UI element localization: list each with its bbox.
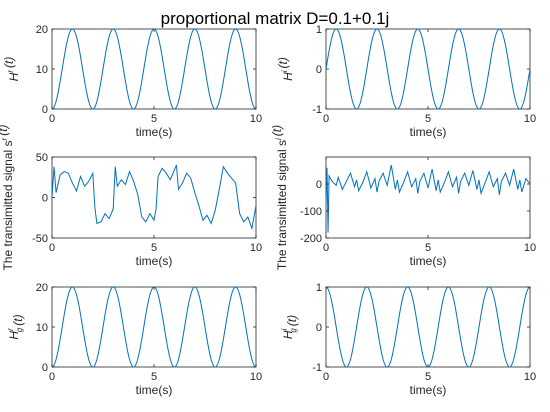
y-tick-label: 10: [36, 322, 48, 334]
x-tick-label: 5: [151, 242, 157, 254]
y-tick-label: 0: [42, 104, 48, 116]
subplot-si: 0 5 10 -200 -100 0 time(s) The transimitted sig…: [270, 125, 536, 270]
y-tick-label: 0: [42, 193, 48, 205]
y-axis-label: Hig(t): [280, 315, 299, 339]
y-tick-label: 50: [36, 152, 48, 164]
series-line-sr-0: [51, 164, 257, 231]
x-tick-label: 10: [524, 371, 536, 383]
y-axis-label: Hr(t): [2, 57, 21, 82]
y-tick-label: 1: [316, 282, 322, 294]
series-line-si-0: [325, 165, 531, 233]
y-tick-label: -1: [312, 362, 322, 374]
x-tick-label: 10: [250, 113, 262, 125]
x-axis-label: time(s): [136, 383, 173, 397]
x-tick-label: 10: [250, 371, 262, 383]
y-tick-label: 10: [36, 64, 48, 76]
x-tick-label: 5: [151, 113, 157, 125]
y-tick-label: 20: [36, 282, 48, 294]
x-tick-label: 10: [524, 242, 536, 254]
x-axis-label: time(s): [410, 125, 447, 139]
y-tick-label: 0: [316, 179, 322, 191]
figure-title: proportional matrix D=0.1+0.1j: [161, 9, 390, 28]
y-axis-label: Hrg(t): [6, 314, 25, 339]
x-axis-label: time(s): [136, 254, 173, 268]
axes-box: [51, 28, 257, 110]
subplot-hr: 0 5 10 0 10 20 time(s) Hr(t): [2, 24, 262, 139]
x-tick-label: 0: [49, 113, 55, 125]
x-axis-label: time(s): [410, 254, 447, 268]
y-axis-label: The transimitted signal si(t): [270, 125, 289, 270]
x-tick-label: 10: [250, 242, 262, 254]
x-tick-label: 0: [49, 371, 55, 383]
y-tick-label: -200: [300, 233, 322, 245]
x-tick-label: 0: [323, 371, 329, 383]
subplot-hgr: 0 5 10 0 10 20 time(s) Hrg(t): [6, 282, 262, 397]
y-tick-label: -50: [32, 233, 48, 245]
y-tick-label: 20: [36, 24, 48, 36]
y-axis-label: Hi(t): [276, 57, 295, 81]
y-tick-label: -100: [300, 206, 322, 218]
x-tick-label: 0: [323, 113, 329, 125]
axes-box: [325, 286, 531, 368]
x-tick-label: 0: [323, 242, 329, 254]
x-tick-label: 5: [151, 371, 157, 383]
series-line-hi-0: [325, 28, 531, 110]
y-axis-label: The transimitted signal sr(t): [0, 124, 15, 270]
x-tick-label: 0: [49, 242, 55, 254]
x-tick-label: 10: [524, 113, 536, 125]
y-tick-label: 0: [42, 362, 48, 374]
x-axis-label: time(s): [410, 383, 447, 397]
y-tick-label: 1: [316, 24, 322, 36]
y-tick-label: 0: [316, 322, 322, 334]
x-tick-label: 5: [425, 371, 431, 383]
x-tick-label: 5: [425, 113, 431, 125]
axes-box: [325, 156, 531, 239]
y-tick-label: -1: [312, 104, 322, 116]
x-axis-label: time(s): [136, 125, 173, 139]
x-tick-label: 5: [425, 242, 431, 254]
y-tick-label: 0: [316, 64, 322, 76]
